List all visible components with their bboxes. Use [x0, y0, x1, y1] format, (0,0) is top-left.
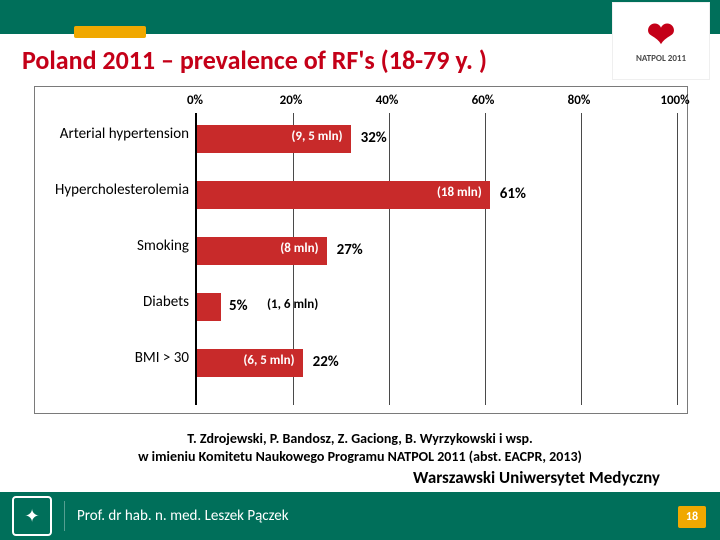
x-tick-label: 0%	[187, 93, 203, 108]
chart-container: 0% 20% 40% 60% 80% 100% Arterial hypertension…	[34, 86, 688, 414]
y-axis-categories: Arterial hypertension Hypercholesterolemi…	[39, 113, 191, 405]
category-label: Arterial hypertension	[39, 125, 189, 143]
bar-chart: (9, 5 mln) 32% (18 mln) 61% (8 mln) 27% 5% (1, …	[195, 113, 675, 405]
category-label: BMI > 30	[39, 349, 189, 367]
category-label: Hypercholesterolemia	[39, 181, 189, 199]
bar-row: (6, 5 mln) 22%	[197, 343, 675, 383]
logo-text: NATPOL 2011	[636, 53, 686, 64]
bar-inner-label: (1, 6 mln)	[267, 297, 318, 312]
slide-title: Poland 2011 – prevalence of RF's (18-79 …	[22, 44, 487, 76]
bar-inner-label: (9, 5 mln)	[291, 129, 342, 144]
bar-value-label: 27%	[337, 241, 363, 259]
bar-row: (18 mln) 61%	[197, 175, 675, 215]
bar-value-label: 22%	[313, 353, 339, 371]
bar-row: (9, 5 mln) 32%	[197, 119, 675, 159]
natpol-logo: ❤ NATPOL 2011	[612, 2, 710, 80]
bar-inner-label: (8 mln)	[280, 241, 318, 256]
footer-separator	[64, 501, 65, 531]
category-label: Smoking	[39, 237, 189, 255]
category-label: Diabets	[39, 293, 189, 311]
x-tick-label: 20%	[280, 93, 303, 108]
bar-value-label: 61%	[500, 185, 526, 203]
bar-value-label: 5%	[229, 297, 248, 315]
footer-name: Prof. dr hab. n. med. Leszek Pączek	[77, 507, 289, 525]
citation-line-1: T. Zdrojewski, P. Bandosz, Z. Gaciong, B…	[187, 430, 533, 447]
bar	[197, 293, 221, 321]
citation-line-2: w imieniu Komitetu Naukowego Programu NA…	[138, 448, 582, 465]
x-tick-label: 40%	[376, 93, 399, 108]
footer-bar: ✦ Prof. dr hab. n. med. Leszek Pączek	[0, 492, 720, 540]
heart-icon: ❤	[647, 19, 676, 53]
bar-inner-label: (18 mln)	[437, 185, 482, 200]
citation: T. Zdrojewski, P. Bandosz, Z. Gaciong, B…	[0, 430, 720, 466]
bar-inner-label: (6, 5 mln)	[243, 353, 294, 368]
x-tick-label: 60%	[472, 93, 495, 108]
page-number: 18	[678, 506, 706, 528]
gridline	[677, 113, 678, 405]
slide: Poland 2011 – prevalence of RF's (18-79 …	[0, 0, 720, 540]
bar-value-label: 32%	[361, 129, 387, 147]
university-name: Warszawski Uniwersytet Medyczny	[413, 467, 660, 488]
x-tick-label: 100%	[660, 93, 689, 108]
crest-icon: ✦	[12, 496, 52, 536]
accent-bar	[74, 26, 146, 38]
bar-row: (8 mln) 27%	[197, 231, 675, 271]
bar-row: 5% (1, 6 mln)	[197, 287, 675, 327]
x-tick-label: 80%	[568, 93, 591, 108]
